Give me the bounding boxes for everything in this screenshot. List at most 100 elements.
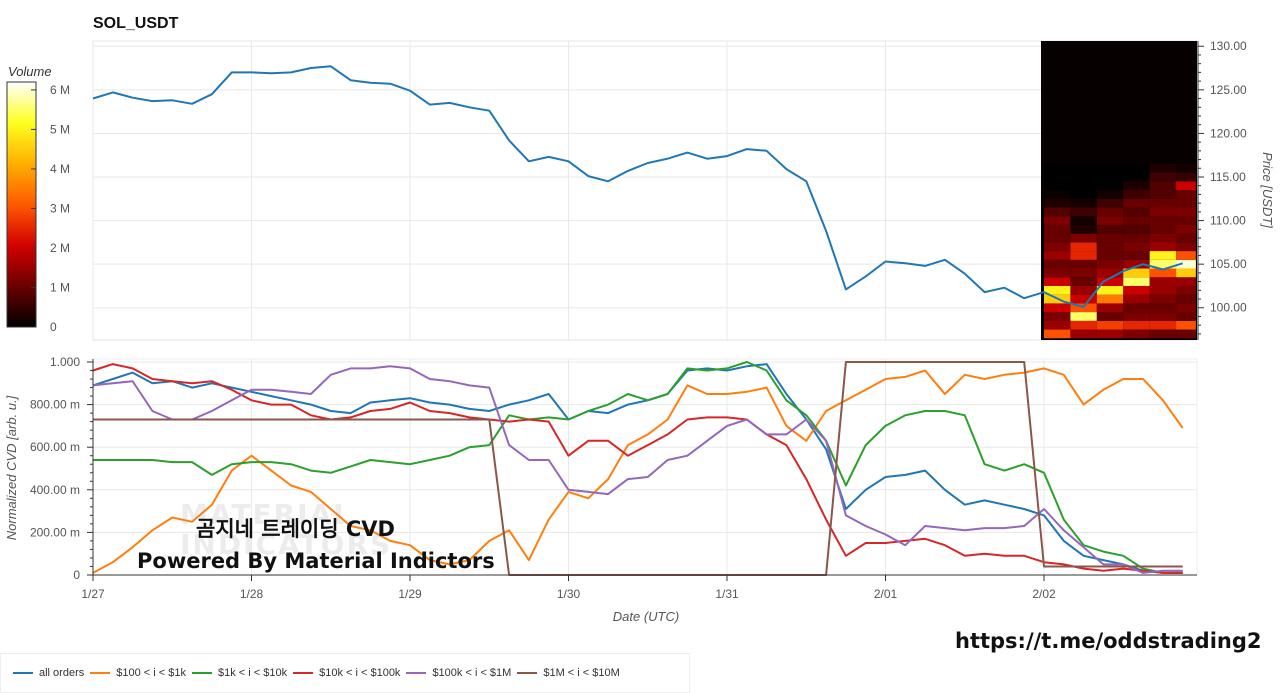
colorbar-tick-label: 5 M (50, 122, 70, 136)
heatmap-cell (1123, 181, 1150, 191)
heatmap-cell (1070, 285, 1097, 295)
legend-swatch (13, 672, 33, 674)
heatmap-cell (1176, 312, 1196, 321)
heatmap-cell (1096, 190, 1124, 199)
heatmap-cell (1176, 242, 1196, 252)
cvd-y-tick-label: 400.00 m (30, 483, 80, 497)
colorbar-tick-label: 2 M (50, 241, 70, 255)
heatmap-cell (1149, 181, 1177, 191)
legend-item[interactable]: $100k < i < $1M (406, 667, 511, 679)
heatmap-cell (1044, 207, 1071, 217)
heatmap-cell (1096, 233, 1124, 243)
cvd-x-tick-label: 1/30 (557, 587, 581, 601)
heatmap-cell (1070, 259, 1097, 269)
price-tick-label: 120.00 (1210, 126, 1247, 140)
heatmap-cell (1149, 285, 1177, 295)
heatmap-cell (1070, 242, 1097, 252)
heatmap-cell (1044, 181, 1071, 191)
heatmap-cell (1070, 181, 1097, 191)
heatmap-cell (1096, 329, 1124, 339)
cvd-y-axis-label: Normalized CVD [arb. u.] (4, 395, 19, 540)
heatmap-cell (1096, 312, 1124, 321)
heatmap-cell (1176, 285, 1196, 295)
price-plot-area (92, 40, 1198, 341)
heatmap-cell (1123, 259, 1150, 269)
legend-swatch (406, 672, 427, 674)
colorbar-label: Volume (8, 64, 52, 79)
heatmap-cell (1149, 216, 1177, 225)
price-tick-label: 125.00 (1210, 83, 1247, 97)
heatmap-cell (1149, 198, 1177, 208)
heatmap-cell (1096, 285, 1124, 295)
heatmap-cell (1149, 268, 1177, 278)
heatmap-cell (1176, 216, 1196, 225)
price-tick-label: 115.00 (1210, 170, 1246, 184)
logo-word: INDICATORS (180, 528, 393, 561)
heatmap-cell (1176, 172, 1196, 182)
legend-label: $100 < i < $1k (116, 667, 186, 679)
volume-heatmap (1041, 41, 1197, 340)
heatmap-cell (1044, 233, 1071, 243)
cvd-y-tick-label: 800.00 m (30, 398, 80, 412)
legend-item[interactable]: $1M < i < $10M (517, 667, 620, 679)
heatmap-cell (1176, 277, 1196, 286)
heatmap-cell (1149, 320, 1177, 330)
chart-title: SOL_USDT (93, 15, 179, 32)
legend-swatch (293, 672, 314, 674)
heatmap-cell (1176, 259, 1196, 269)
heatmap-cell (1044, 329, 1071, 339)
heatmap-cell (1044, 285, 1071, 295)
heatmap-cell (1123, 285, 1150, 295)
heatmap-cell (1123, 251, 1150, 260)
heatmap-cell (1070, 268, 1097, 278)
price-tick-label: 105.00 (1210, 257, 1247, 271)
heatmap-cell (1149, 312, 1177, 321)
heatmap-cell (1070, 329, 1097, 339)
heatmap-cell (1096, 303, 1124, 313)
heatmap-cell (1123, 329, 1150, 339)
legend-swatch (90, 672, 111, 674)
heatmap-cell (1044, 303, 1071, 313)
legend-swatch (191, 672, 212, 674)
heatmap-cell (1096, 207, 1124, 217)
heatmap-cell (1070, 251, 1097, 260)
cvd-y-tick-label: 600.00 m (30, 440, 80, 454)
legend-item[interactable]: $10k < i < $100k (293, 667, 400, 679)
heatmap-cell (1070, 320, 1097, 330)
heatmap-cell (1149, 233, 1177, 243)
legend-item[interactable]: $1k < i < $10k (191, 667, 288, 679)
heatmap-cell (1044, 259, 1071, 269)
heatmap-cell (1123, 268, 1150, 278)
heatmap-cell (1123, 294, 1150, 304)
heatmap-cell (1044, 190, 1071, 199)
heatmap-cell (1149, 207, 1177, 217)
telegram-link[interactable]: https://t.me/oddstrading2 (955, 629, 1262, 653)
heatmap-cell (1123, 163, 1150, 173)
heatmap-cell (1123, 224, 1150, 234)
price-axis-label: Price [USDT] (1260, 152, 1275, 228)
heatmap-cell (1096, 259, 1124, 269)
heatmap-cell (1096, 277, 1124, 286)
heatmap-cell (1096, 181, 1124, 191)
cvd-x-tick-label: 1/28 (240, 587, 264, 601)
heatmap-cell (1176, 303, 1196, 313)
legend-item[interactable]: all orders (13, 667, 84, 679)
heatmap-cell (1176, 198, 1196, 208)
heatmap-cell (1123, 190, 1150, 199)
legend-item[interactable]: $100 < i < $1k (90, 667, 186, 679)
heatmap-cell (1096, 216, 1124, 225)
heatmap-cell (1070, 172, 1097, 182)
legend-label: $1k < i < $10k (217, 667, 288, 679)
heatmap-cell (1176, 268, 1196, 278)
price-tick-label: 110.00 (1210, 214, 1246, 228)
heatmap-cell (1176, 320, 1196, 330)
heatmap-cell (1044, 163, 1071, 173)
cvd-x-axis-label: Date (UTC) (613, 609, 679, 624)
heatmap-cell (1176, 251, 1196, 260)
heatmap-cell (1070, 163, 1097, 173)
cvd-series-line-0 (92, 363, 1183, 574)
colorbar-tick-label: 4 M (50, 162, 70, 176)
heatmap-cell (1096, 294, 1124, 304)
material-indicators-logo-watermark: MATERIAL INDICATORS (180, 500, 392, 560)
